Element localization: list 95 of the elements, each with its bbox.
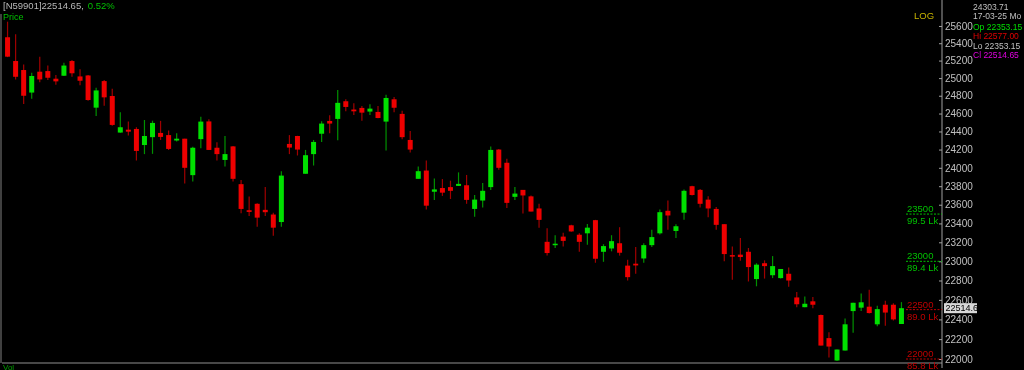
y-tick-label: 24800 [945,90,974,102]
candlestick [5,21,11,58]
chart-subtitle: 0.52% [87,0,116,11]
candlestick [810,296,816,309]
text: Op 22353.15 [973,21,1023,32]
candlestick [319,120,325,143]
candlestick [222,135,228,168]
candlestick [697,188,703,209]
candlestick [407,130,413,154]
candlestick [681,188,687,221]
candlestick [625,259,631,282]
candlestick [158,120,164,141]
text: Cl 22514.65 [973,50,1020,60]
candlestick [117,111,123,134]
y-tick-label: 23600 [945,199,974,211]
y-tick-label: 23400 [945,218,974,230]
candlestick [303,149,309,175]
candlestick [101,79,107,107]
y-tick-label: 24200 [945,144,974,156]
candlestick [713,206,719,231]
candlestick [335,89,341,141]
candlestick [399,110,405,140]
candlestick [383,94,389,152]
candlestick [496,148,502,171]
candlestick [657,208,663,236]
candlestick [826,331,832,359]
annotation: Vol [3,362,15,370]
candlestick [617,226,623,257]
candlestick [447,180,453,200]
candlestick [770,255,776,279]
text: 22514.6 [945,303,979,314]
candlestick [673,223,679,239]
candlestick [480,182,486,209]
candlestick [576,232,582,253]
candlestick [874,305,880,327]
y-tick-label: 25200 [945,55,974,67]
candlestick [214,141,220,162]
candlestick [850,302,856,334]
ref-line-label: 23500 99.5 Lk [907,203,939,227]
candlestick [37,56,43,83]
ref-line-label: 23000 89.4 Lk [907,250,939,274]
y-tick-label: 24600 [945,108,974,120]
candlestick [641,242,647,264]
ref-line-label: 22500 89.0 Lk [907,298,939,322]
candlestick [512,186,518,201]
candlestick [745,247,751,283]
y-tick-label: 25600 [945,20,974,32]
candlestick [29,72,35,100]
candlestick [359,105,365,122]
candlestick [866,289,872,315]
y-tick-label: 22400 [945,314,974,326]
text: LOG [913,10,935,21]
candlestick [464,174,470,205]
candlestick [882,300,888,327]
y-tick-label: 24400 [945,126,974,138]
candlestick [141,119,147,155]
candlestick [13,33,19,81]
candlestick [431,177,437,201]
y-tick-label: 24000 [945,162,974,174]
candlestick [311,139,317,167]
y-tick-label: 25000 [945,72,974,84]
candlestick [762,259,768,280]
candlestick [93,87,99,117]
candlestick [246,195,252,217]
candlestick [254,202,260,228]
y-tick-label: 22600 [945,294,974,306]
candlestick [544,227,550,257]
candlestick [150,120,156,155]
candlestick [536,203,542,229]
text: Hi 22577.00 [973,31,1020,41]
y-tick-label: 23200 [945,237,974,248]
candlestick [198,116,204,149]
candlestick [133,126,139,162]
text: 24303.71 [973,2,1009,12]
candlestick [286,134,292,155]
candlestick [367,103,373,116]
y-tick-label: 25400 [945,37,974,49]
candlestick [753,262,759,287]
candlestick [786,266,792,288]
y-tick-label: 22800 [945,275,974,287]
annotation: Price [3,12,24,22]
text: Lo 22353.15 [973,40,1021,51]
candlestick [270,212,276,237]
candlestick [77,68,83,86]
candlestick [166,129,172,151]
ref-line-label: 22000 85.8 Lk [907,348,939,370]
y-tick-label: 22200 [945,333,974,345]
candlestick [729,245,735,281]
chart-title: [N59901]22514.65, [3,0,84,11]
y-tick-label: 23800 [945,180,974,192]
y-tick-label: 22000 [945,353,974,365]
candlestick [705,195,711,218]
candlestick [472,194,478,218]
y-tick-label: 23000 [945,256,974,268]
text: 17-03-25 Mo [973,11,1022,21]
